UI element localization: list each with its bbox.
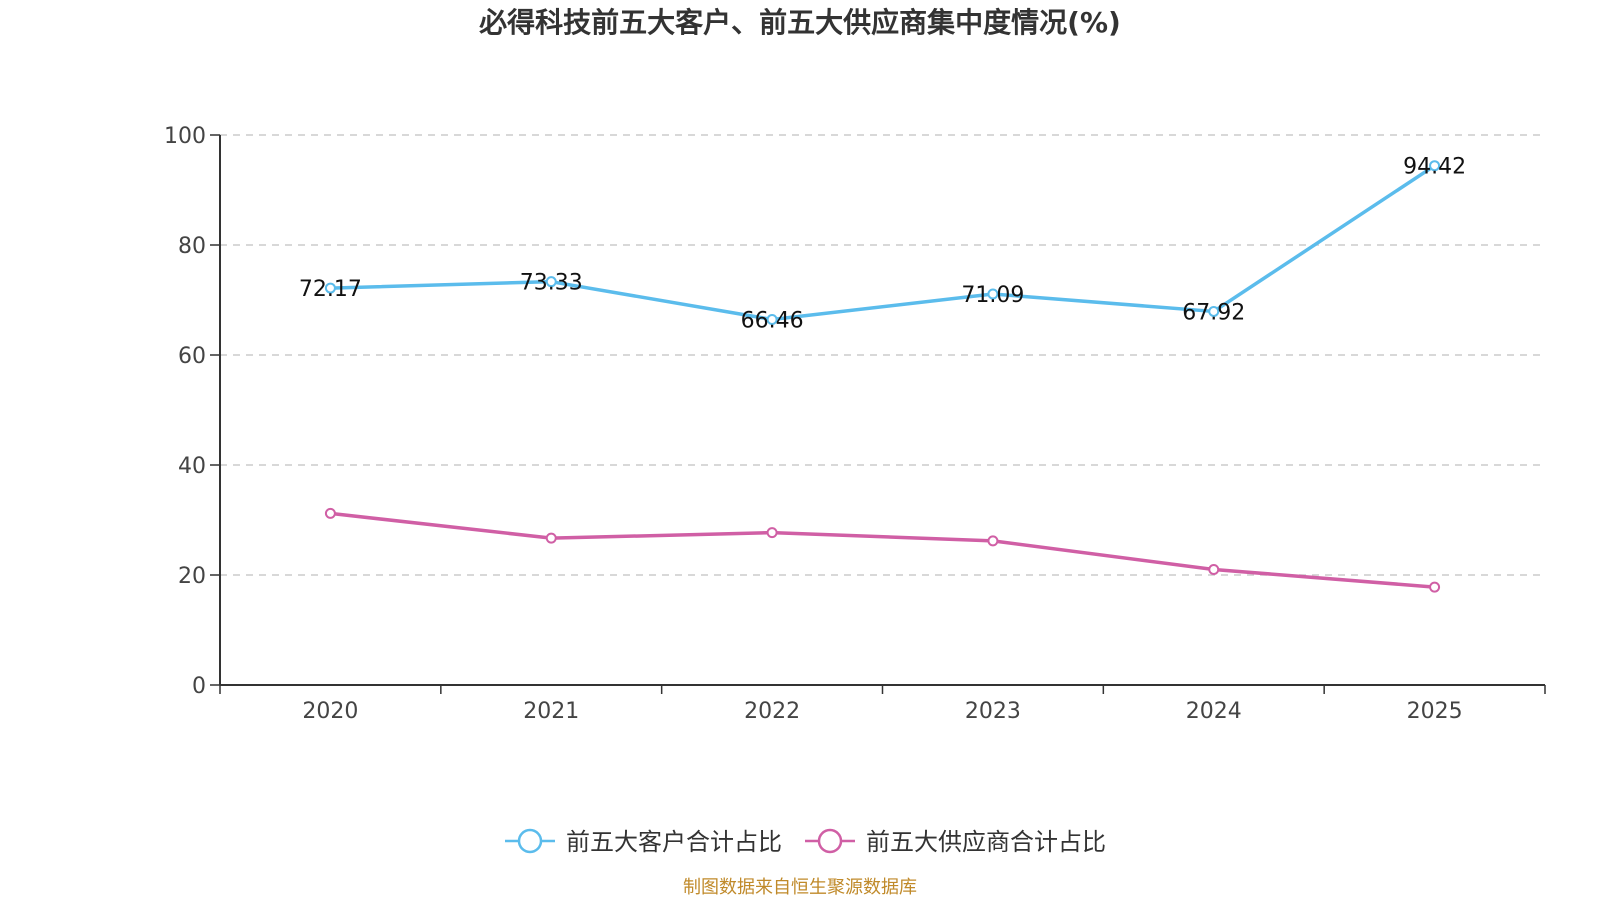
data-point[interactable] — [987, 288, 999, 300]
series-line-1 — [330, 164, 1436, 322]
data-point[interactable] — [324, 507, 336, 519]
y-tick-label: 60 — [178, 344, 206, 369]
data-point[interactable] — [766, 527, 778, 539]
data-labels: 72.17 73.33 66.46 71.09 67.92 94.42 — [299, 155, 1466, 334]
y-tick-label: 0 — [192, 674, 206, 699]
x-tick-label: 2021 — [523, 699, 579, 724]
y-tick-label: 80 — [178, 234, 206, 259]
data-point[interactable] — [324, 282, 336, 294]
data-point[interactable] — [1208, 305, 1220, 317]
data-point[interactable] — [1208, 564, 1220, 575]
series-layer — [324, 160, 1441, 593]
data-point[interactable] — [545, 276, 557, 288]
x-tick-label: 2024 — [1186, 699, 1242, 724]
y-tick-label: 40 — [178, 454, 206, 479]
x-tick-label: 2023 — [965, 699, 1021, 724]
data-label: 67.92 — [1182, 300, 1245, 325]
data-label: 71.09 — [961, 283, 1024, 308]
y-tick-label: 100 — [164, 124, 206, 149]
y-tick-label: 20 — [178, 564, 206, 589]
data-label: 94.42 — [1403, 155, 1466, 180]
legend-label: 前五大供应商合计占比 — [866, 828, 1106, 856]
chart-title: 必得科技前五大客户、前五大供应商集中度情况(%) — [479, 6, 1121, 39]
data-point[interactable] — [766, 313, 778, 325]
data-label: 72.17 — [299, 277, 362, 302]
legend-label: 前五大客户合计占比 — [566, 828, 782, 856]
data-point[interactable] — [1429, 160, 1441, 172]
legend-item-2[interactable]: 前五大供应商合计占比 — [805, 828, 1106, 856]
data-label: 66.46 — [741, 308, 804, 333]
axes: 0 20 40 60 80 100 2020 2021 2022 2023 2024 2025 — [164, 124, 1546, 724]
legend[interactable]: 前五大客户合计占比 前五大供应商合计占比 — [505, 828, 1106, 856]
x-tick-label: 2020 — [302, 699, 358, 724]
data-point[interactable] — [987, 535, 999, 547]
data-label: 73.33 — [520, 271, 583, 296]
legend-marker — [517, 828, 543, 854]
legend-item-1[interactable]: 前五大客户合计占比 — [505, 828, 782, 856]
x-tick-label: 2025 — [1407, 699, 1463, 724]
legend-marker — [817, 828, 843, 854]
source-note: 制图数据来自恒生聚源数据库 — [683, 877, 917, 898]
data-point[interactable] — [1429, 581, 1441, 593]
data-point[interactable] — [545, 532, 557, 544]
x-tick-label: 2022 — [744, 699, 800, 724]
grid-lines — [220, 134, 1545, 576]
series-line-2 — [330, 511, 1435, 589]
